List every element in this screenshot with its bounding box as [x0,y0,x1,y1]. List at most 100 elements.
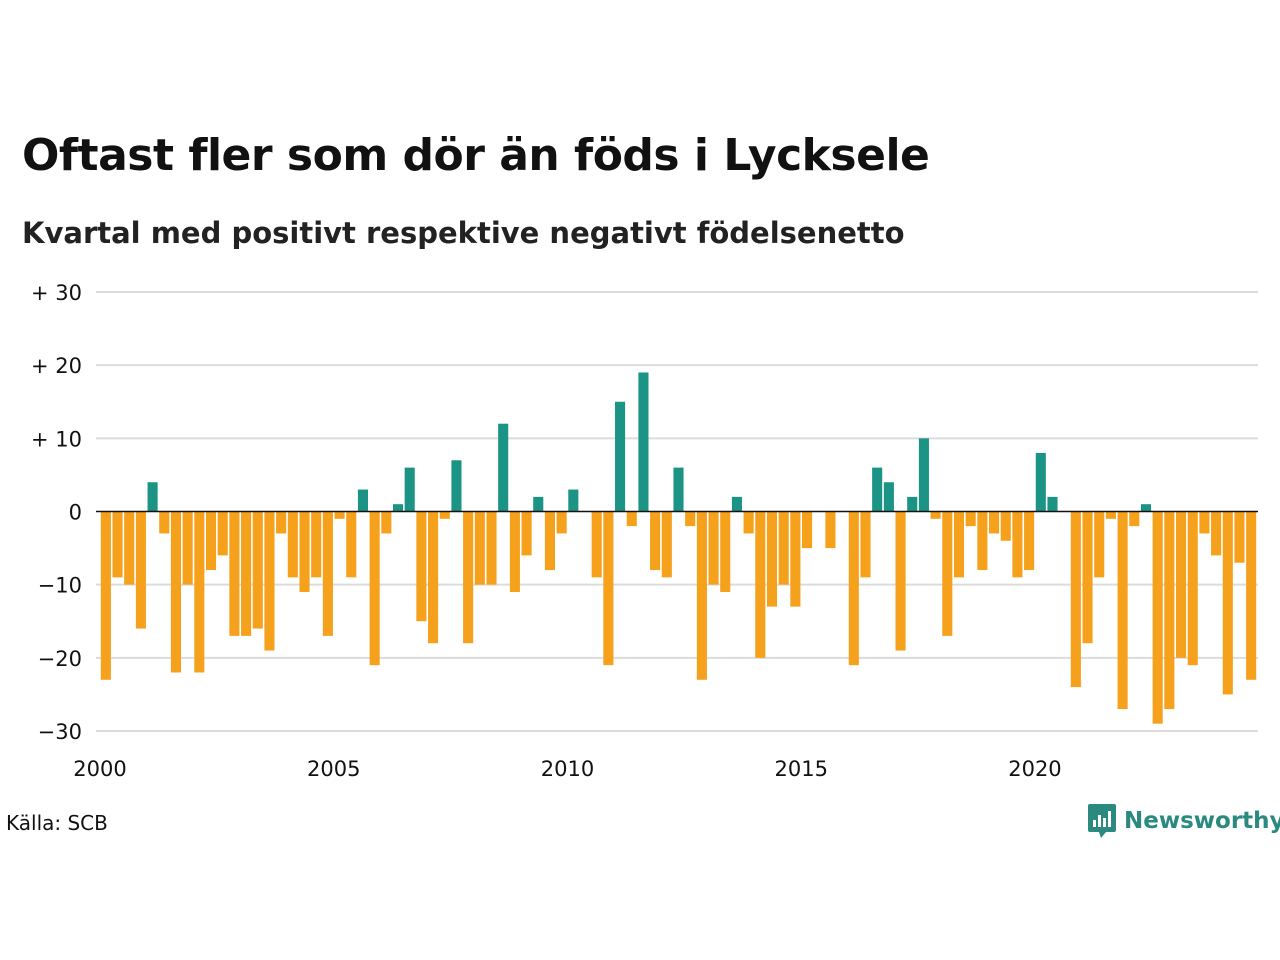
bar-negative [825,511,836,549]
bar-negative [755,511,766,658]
bar-negative [930,511,941,519]
x-tick-label: 2020 [1008,757,1061,781]
bar-negative [194,511,205,673]
bar-negative [743,511,754,534]
bar-positive [1035,452,1046,512]
bars [100,372,1257,724]
bar-negative [439,511,450,519]
bar-negative [802,511,813,549]
x-axis-ticks: 2000 2005 2010 2015 2020 [73,757,1061,781]
bar-positive [673,467,684,512]
bar-negative [229,511,240,636]
bar-negative [895,511,906,651]
bar-negative [1246,511,1257,680]
bar-positive [357,489,368,512]
y-tick-label: −10 [38,574,82,598]
chart-title: Oftast fler som dör än föds i Lycksele [22,130,930,181]
bar-negative [182,511,193,585]
bar-negative [217,511,228,556]
bar-negative [112,511,123,578]
bar-negative [544,511,555,571]
bar-negative [1117,511,1128,710]
bar-negative [381,511,392,534]
bar-negative [170,511,182,673]
bar-negative [1082,511,1093,644]
bar-negative [124,511,135,585]
bar-positive [533,496,544,512]
bar-negative [1094,511,1105,578]
bar-negative [977,511,988,571]
gridlines [96,291,1258,732]
newsworthy-logo: Newsworthy [1088,804,1280,838]
bar-negative [241,511,252,636]
bar-negative [1070,511,1081,688]
bar-negative [556,511,567,534]
bar-positive [731,496,742,512]
bar-positive [872,467,883,512]
x-tick-label: 2010 [541,757,594,781]
bar-negative [953,511,965,578]
bar-positive [404,467,415,512]
bar-positive [392,504,404,512]
bar-negative [965,511,976,527]
bar-negative [1199,511,1210,534]
bar-positive [907,496,918,512]
y-tick-label: −30 [38,720,82,744]
bar-negative [778,511,789,585]
y-tick-label: 0 [69,501,82,525]
y-tick-label: + 10 [31,427,82,451]
bar-negative [1000,511,1011,541]
bar-negative [1222,511,1233,695]
y-axis-ticks: + 30 + 20 + 10 0 −10 −20 −30 [31,281,82,744]
chart-subtitle: Kvartal med positivt respektive negativt… [22,216,905,250]
bar-negative [603,511,614,666]
bar-negative [264,511,275,651]
bar-positive [638,372,649,512]
bar-negative [428,511,439,644]
x-tick-label: 2015 [774,757,827,781]
bar-positive [918,438,929,512]
bar-negative [650,511,661,571]
bar-negative [591,511,602,578]
bar-negative [159,511,170,534]
x-tick-label: 2005 [307,757,360,781]
y-tick-label: −20 [38,647,82,671]
bar-negative [135,511,146,629]
source-note: Källa: SCB [6,811,108,835]
bar-positive [147,482,158,512]
bar-positive [883,482,894,512]
x-tick-label: 2000 [73,757,126,781]
bar-negative [486,511,497,585]
bar-negative [252,511,263,629]
bar-negative [1234,511,1245,563]
bar-positive [568,489,579,512]
bar-negative [311,511,322,578]
logo-text: Newsworthy [1124,808,1280,834]
bar-negative [848,511,859,666]
bar-negative [942,511,953,636]
bar-negative [661,511,672,578]
bar-negative [416,511,427,622]
y-tick-label: + 30 [31,281,82,305]
bar-negative [205,511,217,571]
bar-negative [626,511,637,527]
bar-positive [451,460,462,512]
bar-negative [720,511,731,592]
bar-negative [322,511,333,636]
bar-negative [276,511,287,534]
bar-negative [790,511,801,607]
bar-negative [1211,511,1222,556]
bar-negative [1012,511,1023,578]
bar-negative [989,511,1000,534]
bar-negative [463,511,474,644]
bar-negative [685,511,696,527]
bar-negative [1187,511,1198,666]
bar-chart: + 30+ 20+ 100−10−20−30 2000 2005 2010 2015 2… [31,281,1258,781]
bar-negative [509,511,520,592]
newsworthy-logo-icon [1088,804,1116,838]
bar-negative [1175,511,1187,658]
bar-negative [860,511,871,578]
bar-negative [100,511,111,680]
bar-negative [299,511,310,592]
bar-negative [766,511,778,607]
